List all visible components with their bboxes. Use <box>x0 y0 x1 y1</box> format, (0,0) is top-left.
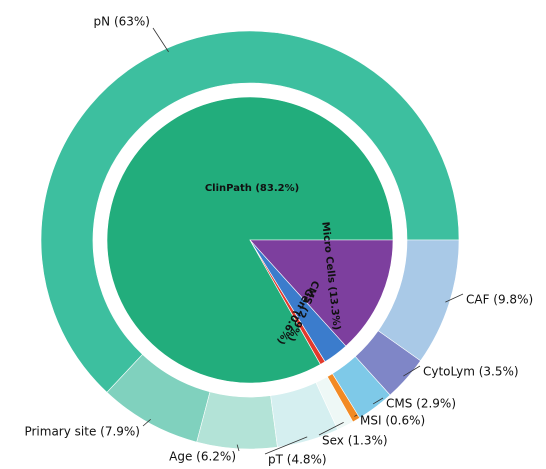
inner-slice <box>249 239 394 347</box>
leader-line <box>236 444 240 452</box>
outer-label: Age (6.2%) <box>169 450 236 464</box>
outer-label: pN (63%) <box>94 15 150 29</box>
leader-line <box>264 436 308 455</box>
outer-slice <box>377 239 460 362</box>
outer-label: CytoLym (3.5%) <box>423 365 519 379</box>
leader-line <box>142 419 151 427</box>
outer-slice <box>196 391 278 450</box>
leader-line <box>152 27 169 53</box>
leader-line <box>372 397 384 405</box>
outer-label: CMS (2.9%) <box>386 397 456 411</box>
leader-line <box>354 414 358 417</box>
outer-label: MSI (0.6%) <box>360 414 425 428</box>
outer-slice <box>40 30 460 393</box>
leader-line <box>445 293 464 303</box>
outer-label: Sex (1.3%) <box>322 434 388 448</box>
outer-label: Primary site (7.9%) <box>24 425 140 439</box>
outer-label: pT (4.8%) <box>268 453 327 467</box>
inner-label: ClinPath (83.2%) <box>205 183 299 194</box>
leader-line <box>318 422 344 436</box>
outer-label: CAF (9.8%) <box>466 293 533 307</box>
leader-line <box>403 365 421 377</box>
